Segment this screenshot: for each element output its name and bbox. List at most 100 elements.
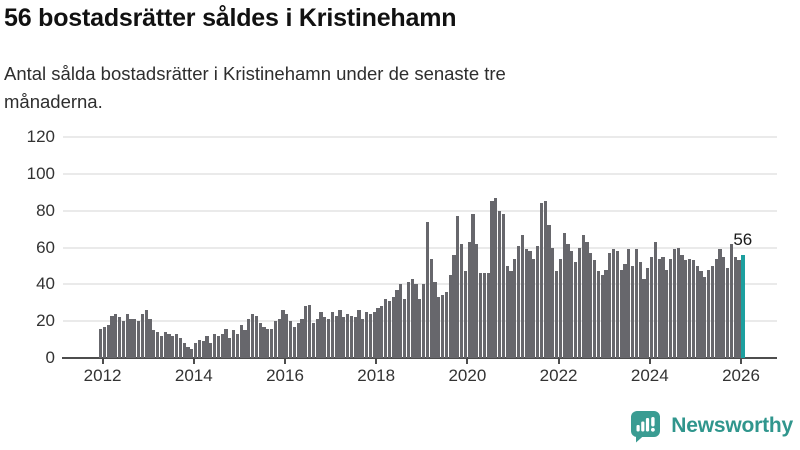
x-axis-tick-label: 2020 [448,366,487,385]
bar [650,256,654,358]
bar [338,310,342,358]
bar [372,311,376,358]
bar [232,330,236,358]
bar [365,311,369,358]
bar [182,343,186,358]
bar [247,319,251,358]
bar [380,306,384,358]
bar [213,334,217,358]
bar [494,197,498,358]
bar [619,269,623,358]
y-axis-tick-label: 60 [36,237,55,257]
bar [608,253,612,358]
bar [406,282,410,358]
bar [669,258,673,358]
bar [627,249,631,358]
bar [209,343,213,358]
bar [289,321,293,358]
bar [327,319,331,358]
bar [646,267,650,358]
x-axis-tick [740,359,742,364]
bar [505,265,509,358]
x-axis-tick [375,359,378,364]
bar [266,328,270,358]
bar [714,258,718,358]
bar [114,313,118,358]
bar [460,243,464,358]
gridline [63,172,777,175]
bar [551,247,555,358]
x-axis-tick-label: 2018 [357,366,396,385]
bar [680,254,684,358]
bar [475,243,479,358]
bar [235,334,239,358]
bar [699,271,703,358]
bar [349,315,353,358]
x-axis-tick [466,359,469,364]
bar [661,256,665,358]
x-axis-tick-label: 2022 [539,366,578,385]
bar [292,326,296,358]
bar [452,254,456,358]
y-axis-tick-label: 0 [45,348,55,367]
bar [277,319,281,358]
chart-subtitle-line1: Antal sålda bostadsrätter i Kristinehamn… [4,63,506,84]
bar [353,317,357,358]
bar [558,258,562,358]
chart-subtitle-line2: månaderna. [4,91,103,112]
bar [456,216,460,358]
bar [300,319,304,358]
bar [600,275,604,358]
bar [156,332,160,358]
newsworthy-logo: Newsworthy [629,409,793,443]
bar [570,251,574,358]
bar [490,201,494,358]
bar [270,328,274,358]
bar [528,251,532,358]
bar [410,278,414,358]
bar [444,291,448,358]
bar [684,260,688,358]
bar [224,328,228,358]
bar [672,249,676,358]
bar [722,256,726,358]
bar [631,265,635,358]
bar [536,245,540,358]
bar [251,313,255,358]
bar [422,284,426,358]
bar [532,258,536,358]
bar [737,260,741,358]
bar [562,232,566,358]
bar [581,234,585,358]
page-title: 56 bostadsrätter såldes i Kristinehamn [4,4,457,32]
bar [479,273,483,358]
bar [596,271,600,358]
bar [543,201,547,358]
bar [726,267,730,358]
bar [133,319,137,358]
bar [657,258,661,358]
bar [308,304,312,358]
bar [99,328,103,358]
bar [520,234,524,358]
bar [323,317,327,358]
bar [137,321,141,358]
bar [395,289,399,358]
bar [148,319,152,358]
bar [589,253,593,358]
bar [448,275,452,358]
bar [429,258,433,358]
bar [695,265,699,358]
bar [102,326,106,358]
x-axis-tick-label: 2014 [174,366,213,385]
bar [285,313,289,358]
bar [159,335,163,358]
bar [125,313,129,358]
bar [555,271,559,358]
bar [577,247,581,358]
bar [463,271,467,358]
bar [501,214,505,358]
bar [140,313,144,358]
bar [665,269,669,358]
